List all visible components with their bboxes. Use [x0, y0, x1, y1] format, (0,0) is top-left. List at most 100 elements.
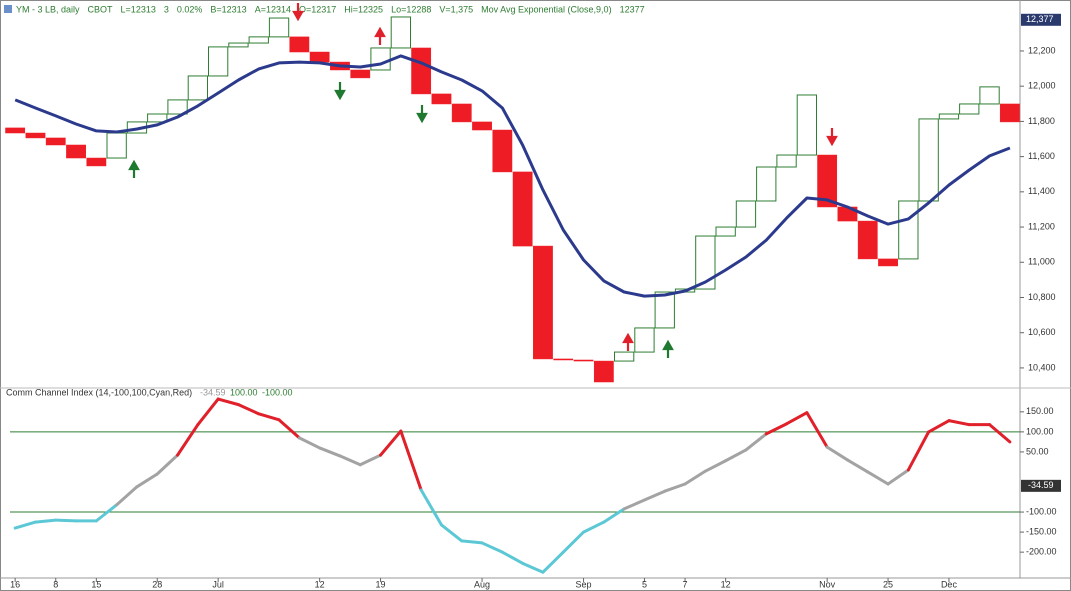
- header-item: V=1,375: [439, 4, 473, 14]
- x-tick-label: 12: [721, 579, 731, 589]
- cci-segment: [825, 445, 849, 462]
- x-tick-label: Dec: [941, 579, 958, 589]
- brick: [512, 171, 533, 247]
- brick: [979, 86, 1000, 105]
- header-item: 12377: [620, 4, 645, 14]
- cci-segment: [480, 541, 504, 554]
- y-tick-label: 12,200: [1028, 45, 1056, 55]
- cci-segment: [521, 561, 545, 574]
- cci-segment: [602, 507, 626, 524]
- cci-segment: [196, 397, 220, 427]
- y-tick-label: -200.00: [1026, 547, 1057, 557]
- brick: [695, 235, 716, 290]
- cci-segment: [33, 518, 58, 524]
- x-tick-label: 5: [642, 579, 647, 589]
- header-item: Hi=12325: [344, 4, 383, 14]
- signal-arrows: [128, 3, 838, 358]
- cci-segment: [379, 429, 403, 457]
- cci-segment: [541, 550, 565, 574]
- brick: [492, 129, 513, 173]
- y-tick-label: 11,200: [1028, 221, 1055, 231]
- brick: [268, 17, 290, 38]
- icon: [4, 5, 12, 13]
- brick: [66, 144, 86, 159]
- brick: [411, 47, 432, 95]
- cci-segment: [886, 468, 910, 486]
- y-tick-label: 11,400: [1028, 186, 1055, 196]
- cci-segment: [115, 485, 139, 507]
- indicator-value: -34.59: [200, 387, 226, 397]
- cci-segment: [764, 422, 789, 436]
- x-tick-label: 19: [376, 579, 386, 589]
- current-value-box: [1021, 479, 1061, 492]
- brick: [634, 327, 655, 353]
- cci-segment: [460, 539, 484, 545]
- header-item: Lo=12288: [391, 4, 431, 14]
- cci-segment: [906, 430, 931, 472]
- y-tick-label: -100.00: [1026, 506, 1057, 516]
- brick: [593, 360, 614, 383]
- brick: [5, 127, 26, 134]
- brick: [451, 103, 472, 123]
- brick: [390, 16, 412, 49]
- x-tick-label: 25: [883, 579, 893, 589]
- brick: [25, 132, 46, 139]
- x-tick-label: Aug: [474, 579, 490, 589]
- brick: [999, 103, 1020, 123]
- header-item: Mov Avg Exponential (Close,9,0): [481, 4, 611, 14]
- last-price-label: 12,377: [1026, 14, 1054, 24]
- cci-segment: [703, 459, 728, 473]
- brick: [735, 200, 757, 228]
- y-tick-label: 10,800: [1028, 292, 1056, 302]
- cci-segment: [94, 503, 119, 523]
- indicator-level: -100.00: [262, 387, 293, 397]
- cci-segment: [358, 453, 383, 467]
- cci-segment: [988, 423, 1012, 444]
- brick: [878, 258, 898, 267]
- cci-segment: [399, 429, 423, 492]
- brick: [309, 51, 330, 63]
- cci-segment: [277, 418, 301, 440]
- brick: [553, 358, 574, 361]
- brick: [573, 359, 594, 362]
- cci-segment: [54, 518, 78, 523]
- y-tick-label: 150.00: [1026, 406, 1054, 416]
- brick: [208, 46, 229, 77]
- brick: [938, 113, 960, 120]
- brick: [654, 291, 675, 329]
- x-tick-label: 15: [91, 579, 101, 589]
- brick: [533, 245, 553, 360]
- brick: [147, 113, 168, 123]
- brick: [187, 75, 208, 101]
- x-tick-label: Jul: [212, 579, 224, 589]
- cci-segment: [297, 436, 322, 450]
- y-tick-label: -150.00: [1026, 526, 1057, 536]
- x-tick-label: 28: [152, 579, 162, 589]
- cci-segment: [845, 458, 870, 474]
- header-item: B=12313: [210, 4, 246, 14]
- cci-segment: [785, 411, 809, 426]
- x-tick-label: 7: [683, 579, 688, 589]
- brick: [228, 42, 249, 48]
- y-tick-label: 50.00: [1026, 446, 1049, 456]
- cci-segment: [236, 403, 261, 416]
- x-tick-label: 8: [53, 579, 58, 589]
- brick: [796, 94, 818, 156]
- x-tick-label: 16: [10, 579, 20, 589]
- indicator-title: Comm Channel Index (14,-100,100,Cyan,Red…: [6, 387, 192, 397]
- cci-segment: [419, 488, 443, 527]
- y-tick-label: 11,000: [1028, 257, 1055, 267]
- x-tick-label: 12: [315, 579, 325, 589]
- cci-segment: [582, 520, 606, 534]
- cci-segment: [683, 469, 707, 486]
- brick: [472, 121, 492, 131]
- brick: [898, 200, 919, 260]
- cci-segment: [135, 472, 159, 489]
- brick: [350, 69, 371, 79]
- brick: [857, 220, 878, 260]
- y-tick-label: 12,000: [1028, 81, 1056, 91]
- cci-segment: [866, 470, 890, 486]
- cci-segment: [439, 523, 464, 543]
- brick: [167, 99, 188, 115]
